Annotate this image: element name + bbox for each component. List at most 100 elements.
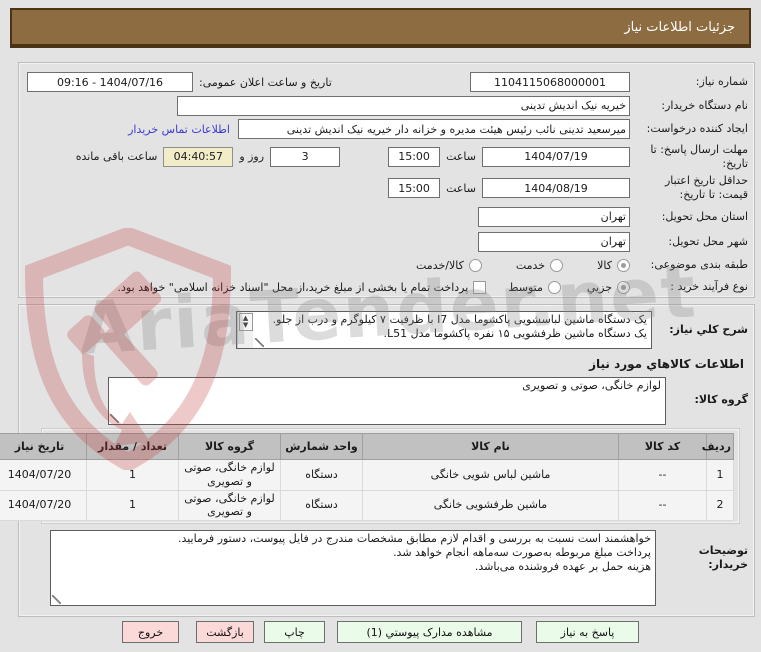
footer-button-bar: پاسخ به نیاز مشاهده مدارک پیوستي (1) چاپ… [0,621,761,643]
table-cell: 1 [706,459,734,491]
row-purchase-type: نوع فرآیند خرید : جزیي متوسط پرداخت تمام… [27,276,748,298]
remaining-suffix-label: ساعت باقی مانده [75,150,158,163]
row-goods-group: گروه کالا: لوازم خانگی، صوتی و تصویری [27,377,748,425]
goods-table: ردیف کد کالا نام کالا واحد شمارش گروه کا… [0,433,734,521]
goods-group-textarea[interactable]: لوازم خانگی، صوتی و تصویری [108,377,666,425]
table-body: 1 -- ماشین لباس شویی خانگی دستگاه لوازم خانگ… [0,459,734,521]
province-input[interactable]: تهران [478,206,630,227]
buyer-notes-textarea[interactable]: خواهشمند است نسبت به بررسی و اقدام لازم … [50,530,656,606]
table-cell: دستگاه [280,489,363,521]
need-desc-label: شرح کلي نیاز: [669,323,748,336]
view-attachments-button[interactable]: مشاهده مدارک پیوستي (1) [337,621,522,643]
treasury-docs-checkbox-group[interactable]: پرداخت تمام یا بخشی از مبلغ خرید،از محل … [117,280,487,294]
buyer-notes-label: توضیحات خریدار: [698,544,748,571]
table-cell: 1404/07/20 [0,459,87,491]
radio-icon[interactable] [547,280,561,294]
row-city: شهر محل تحویل: تهران [27,229,748,254]
resize-handle-icon[interactable] [110,414,119,423]
row-buyer-org: نام دستگاه خریدار: خیریه نیک اندیش تدینی [27,94,748,117]
need-number-label: شماره نیاز: [695,75,748,89]
window-title-bar: جزئیات اطلاعات نیاز [10,8,751,48]
textarea-scrollbar[interactable]: ▲ ▼ [237,312,253,348]
province-label: استان محل تحویل: [661,209,748,223]
remaining-time-box: 04:40:57 [163,146,234,167]
row-request-creator: ایجاد کننده درخواست: میرسعید تدینی نائب … [27,117,748,141]
price-validity-time-input[interactable]: 15:00 [388,178,441,198]
request-creator-input[interactable]: میرسعید تدینی نائب رئیس هیئت مدیره و خزا… [238,119,630,139]
buyer-org-input[interactable]: خیریه نیک اندیش تدینی [177,95,630,116]
price-validity-date-input[interactable]: 1404/08/19 [482,178,630,198]
radio-icon[interactable] [617,258,630,272]
table-cell: 1 [86,459,179,491]
print-button[interactable]: چاپ [264,621,325,643]
subject-option-khedmat[interactable]: خدمت [515,258,564,272]
table-cell: 2 [706,489,734,521]
reply-deadline-time-input[interactable]: 15:00 [388,146,441,167]
public-announce-label: تاریخ و ساعت اعلان عمومی: [199,75,332,89]
page-title: جزئیات اطلاعات نیاز [624,19,735,35]
row-province: استان محل تحویل: تهران [27,204,748,229]
table-row: 1 -- ماشین لباس شویی خانگی دستگاه لوازم خانگ… [0,459,734,491]
buyer-contact-link[interactable]: اطلاعات تماس خریدار [128,122,230,136]
need-desc-text: یک دستگاه ماشین لباسشویی پاکشوما مدل I7 … [272,313,647,340]
subject-option-khedmat-label: خدمت [515,258,546,272]
remaining-days-label: روز و [239,150,265,163]
buyer-org-label: نام دستگاه خریدار: [661,98,748,112]
price-validity-label: حداقل تاریخ اعتبار قیمت: تا تاریخ: [664,174,748,201]
table-cell: لوازم خانگی، صوتی و تصویری [178,459,281,491]
reply-deadline-date-input[interactable]: 1404/07/19 [482,146,630,167]
table-cell: 1 [86,489,179,521]
table-header-row: ردیف کد کالا نام کالا واحد شمارش گروه کا… [0,433,734,460]
request-creator-label: ایجاد کننده درخواست: [646,122,748,136]
purchase-option-motevaset[interactable]: متوسط [508,280,561,294]
row-buyer-notes: توضیحات خریدار: خواهشمند است نسبت به برر… [27,530,748,606]
scroll-arrows-icon[interactable]: ▲ ▼ [238,313,253,331]
purchase-option-jozii-label: جزیي [586,280,612,294]
need-info-panel: شماره نیاز: 1104115068000001 تاریخ و ساع… [18,62,755,298]
subject-option-kala[interactable]: کالا [597,258,630,272]
col-quantity: تعداد / مقدار [86,433,179,460]
col-row-index: ردیف [702,433,734,460]
subject-class-label: طبقه بندی موضوعی: [650,258,748,272]
row-subject-class: طبقه بندی موضوعی: کالا خدمت کالا/خدمت [27,254,748,276]
col-need-date: تاریخ نیاز [0,433,87,460]
subject-option-kala-khedmat[interactable]: کالا/خدمت [416,258,482,272]
row-need-desc: شرح کلي نیاز: یک دستگاه ماشین لباسشویی پ… [27,311,748,349]
col-item-code: کد کالا [618,433,707,460]
col-unit: واحد شمارش [280,433,363,460]
purchase-option-motevaset-label: متوسط [508,280,543,294]
table-cell: -- [618,489,707,521]
reply-deadline-label: مهلت ارسال پاسخ: تا تاریخ: [650,142,748,170]
goods-section-title: اطلاعات کالاهاي مورد نیاز [589,357,744,371]
purchase-option-jozii[interactable]: جزیي [586,280,630,294]
table-row: 2 -- ماشین ظرفشویی خانگی دستگاه لوازم خانگی،… [0,489,734,521]
need-number-input[interactable]: 1104115068000001 [470,72,630,92]
subject-option-kala-khedmat-label: کالا/خدمت [416,258,464,272]
purchase-type-label: نوع فرآیند خرید : [670,280,748,294]
row-reply-deadline: مهلت ارسال پاسخ: تا تاریخ: 1404/07/19 سا… [27,141,748,172]
radio-icon[interactable] [550,258,564,272]
goods-info-panel: شرح کلي نیاز: یک دستگاه ماشین لباسشویی پ… [0,304,755,617]
goods-table-wrapper: ردیف کد کالا نام کالا واحد شمارش گروه کا… [0,428,740,524]
reply-deadline-hour-label: ساعت [446,150,476,163]
row-need-number: شماره نیاز: 1104115068000001 تاریخ و ساع… [27,70,748,94]
radio-icon[interactable] [468,258,482,272]
resize-handle-icon[interactable] [52,595,61,604]
table-cell: دستگاه [280,459,363,491]
remaining-days-input[interactable]: 3 [270,146,341,167]
need-desc-textarea[interactable]: یک دستگاه ماشین لباسشویی پاکشوما مدل I7 … [236,311,652,349]
public-announce-input[interactable]: 1404/07/16 - 09:16 [27,72,193,92]
resize-handle-icon[interactable] [255,338,264,347]
back-button[interactable]: بازگشت [196,621,254,643]
checkbox-icon[interactable] [473,280,487,294]
price-validity-hour-label: ساعت [446,181,476,195]
city-input[interactable]: تهران [478,231,630,252]
radio-icon[interactable] [617,280,630,294]
exit-button[interactable]: خروج [122,621,179,643]
table-cell: ماشین ظرفشویی خانگی [362,489,619,521]
subject-option-kala-label: کالا [597,258,612,272]
reply-to-need-button[interactable]: پاسخ به نیاز [536,621,639,643]
buyer-notes-text: خواهشمند است نسبت به بررسی و اقدام لازم … [177,532,651,573]
col-group: گروه کالا [178,433,281,460]
treasury-docs-checkbox-label: پرداخت تمام یا بخشی از مبلغ خرید،از محل … [117,280,469,294]
